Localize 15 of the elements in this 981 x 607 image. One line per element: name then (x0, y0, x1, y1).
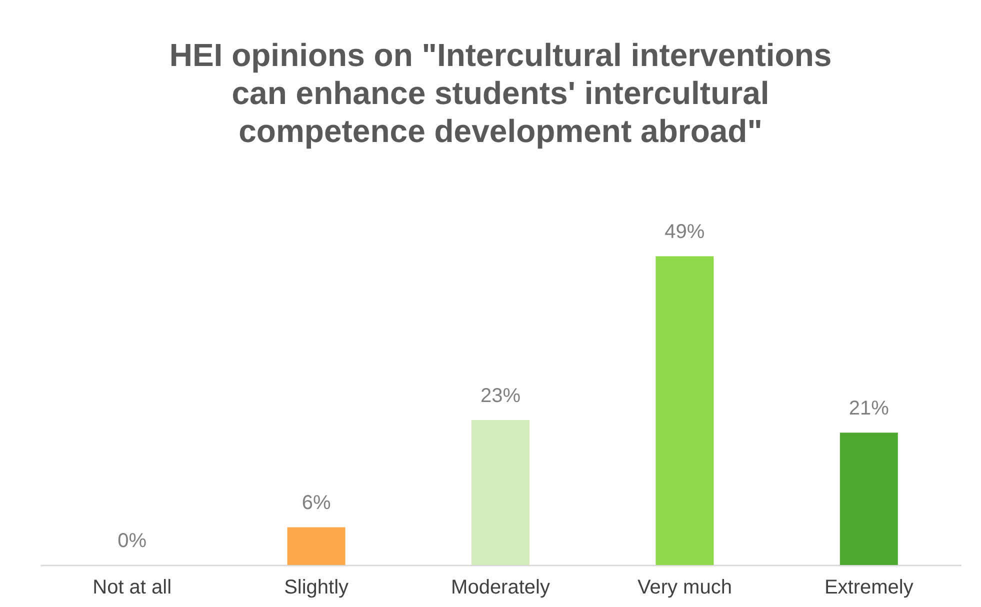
bar (472, 420, 530, 565)
data-label: 21% (848, 398, 890, 420)
x-tick-label: Moderately (451, 576, 550, 598)
data-label: 6% (302, 492, 331, 514)
x-tick-label: Very much (637, 576, 732, 598)
bar (656, 256, 714, 565)
bar (287, 527, 346, 565)
bar (840, 432, 898, 565)
data-label: 23% (480, 385, 521, 408)
data-label: 49% (664, 221, 705, 244)
x-tick-label: Extremely (824, 576, 914, 598)
x-tick-label: Slightly (284, 576, 349, 598)
data-label: 0% (118, 530, 147, 552)
x-tick-label: Not at all (92, 576, 172, 598)
chart-title: HEI opinions on "Intercultural interventions can enhance students' intercultural competence development abroad" (169, 37, 832, 149)
